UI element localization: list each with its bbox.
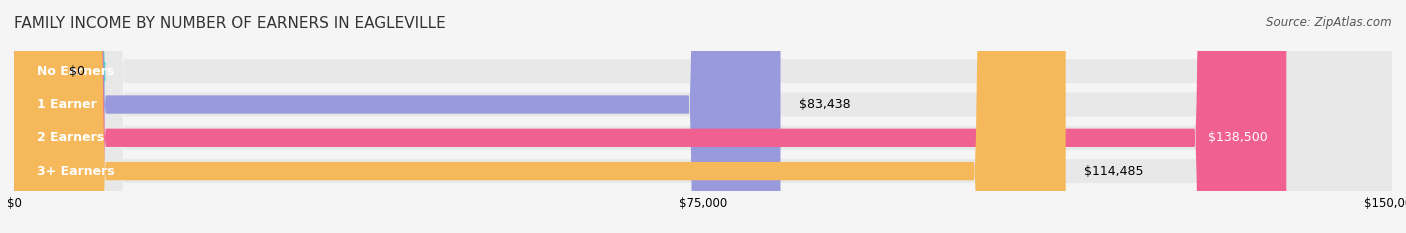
FancyBboxPatch shape — [14, 0, 1392, 233]
Text: 2 Earners: 2 Earners — [37, 131, 104, 144]
Text: FAMILY INCOME BY NUMBER OF EARNERS IN EAGLEVILLE: FAMILY INCOME BY NUMBER OF EARNERS IN EA… — [14, 16, 446, 31]
FancyBboxPatch shape — [14, 0, 1392, 233]
Text: 1 Earner: 1 Earner — [37, 98, 97, 111]
FancyBboxPatch shape — [14, 0, 1392, 233]
Text: $114,485: $114,485 — [1084, 164, 1143, 178]
Text: Source: ZipAtlas.com: Source: ZipAtlas.com — [1267, 16, 1392, 29]
FancyBboxPatch shape — [0, 0, 105, 233]
FancyBboxPatch shape — [14, 0, 1066, 233]
Text: 3+ Earners: 3+ Earners — [37, 164, 115, 178]
FancyBboxPatch shape — [14, 0, 1392, 233]
Text: No Earners: No Earners — [37, 65, 114, 78]
FancyBboxPatch shape — [14, 0, 780, 233]
Text: $0: $0 — [69, 65, 86, 78]
FancyBboxPatch shape — [14, 0, 1286, 233]
Text: $138,500: $138,500 — [1208, 131, 1268, 144]
Text: $83,438: $83,438 — [799, 98, 851, 111]
